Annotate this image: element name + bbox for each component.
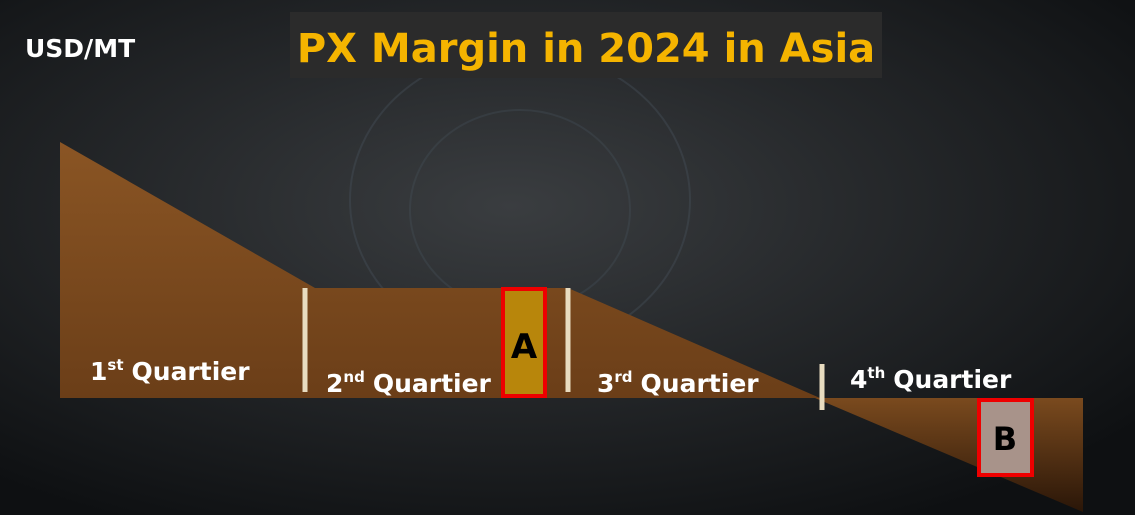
quarter-label: 3rd Quartier [597, 368, 759, 398]
quarter-number: 1 [90, 357, 107, 386]
quarter-word: Quartier [893, 365, 1012, 394]
marker-label: A [511, 327, 538, 367]
quarter-suffix: nd [343, 368, 364, 386]
quarter-word: Quartier [373, 369, 492, 398]
marker-box [977, 398, 1034, 477]
unit-label: USD/MT [25, 34, 135, 63]
quarter-suffix: st [107, 356, 123, 374]
quarter-number: 4 [850, 365, 867, 394]
quarter-word: Quartier [641, 369, 760, 398]
quarter-suffix: th [867, 364, 885, 382]
margin-shape [60, 142, 820, 398]
quarter-label: 1st Quartier [90, 356, 250, 386]
quarter-number: 3 [597, 369, 614, 398]
quarter-number: 2 [326, 369, 343, 398]
title: PX Margin in 2024 in Asia [297, 26, 875, 72]
quarter-label: 2nd Quartier [326, 368, 492, 398]
quarter-suffix: rd [614, 368, 632, 386]
quarter-label: 4th Quartier [850, 364, 1012, 394]
title-box [290, 12, 882, 78]
quarter-word: Quartier [132, 357, 251, 386]
marker-label: B [993, 420, 1017, 458]
marker-box [501, 287, 547, 398]
